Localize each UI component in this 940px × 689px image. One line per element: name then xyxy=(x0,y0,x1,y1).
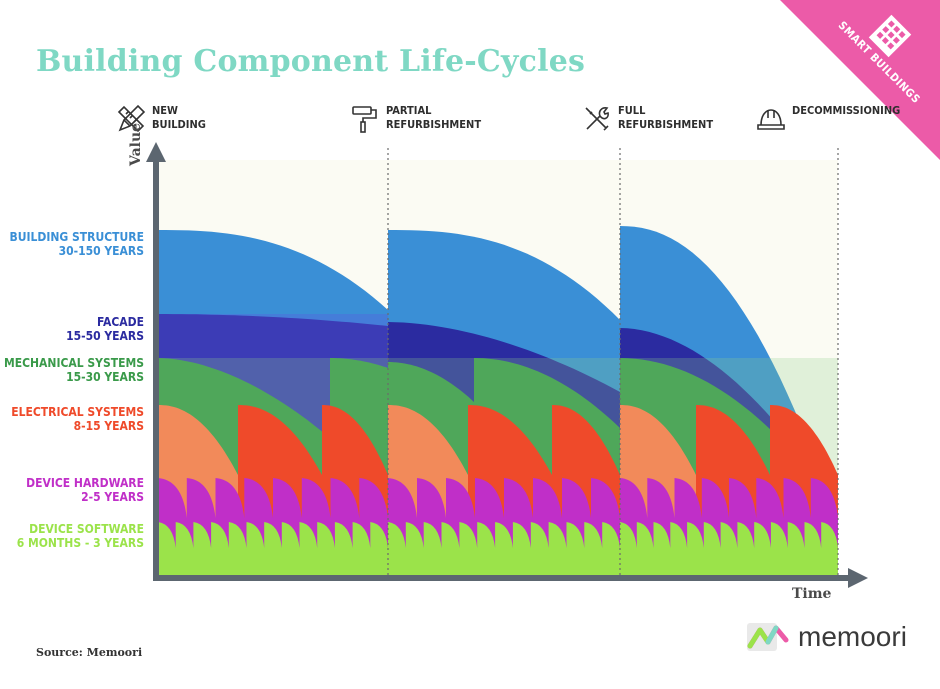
series-name: MECHANICAL SYSTEMS xyxy=(3,356,144,370)
page-title: Building Component Life-Cycles xyxy=(36,44,586,79)
memoori-logo: memoori xyxy=(746,620,907,654)
phase-label: PARTIAL REFURBISHMENT xyxy=(386,104,482,131)
area-device-software xyxy=(388,522,620,575)
smart-buildings-badge xyxy=(780,0,940,160)
series-name: FACADE xyxy=(97,315,144,329)
x-axis-arrow xyxy=(848,568,868,588)
memoori-logo-icon xyxy=(747,623,789,651)
series-lifespan: 8-15 YEARS xyxy=(73,419,144,433)
series-name: DEVICE HARDWARE xyxy=(26,476,144,490)
phase-label: DECOMMISSIONING xyxy=(792,104,901,117)
phase-decommissioning: DECOMMISSIONING xyxy=(756,104,900,134)
label-facade: FACADE 15-50 YEARS xyxy=(66,315,144,343)
label-electrical-systems: ELECTRICAL SYSTEMS 8-15 YEARS xyxy=(11,405,144,433)
label-mechanical-systems: MECHANICAL SYSTEMS 15-30 YEARS xyxy=(4,356,144,384)
y-axis-arrow xyxy=(146,142,166,162)
phase-label: FULL REFURBISHMENT xyxy=(618,104,714,131)
series-name: BUILDING STRUCTURE xyxy=(9,230,144,244)
area-device-software xyxy=(158,522,388,575)
series-lifespan: 6 MONTHS - 3 YEARS xyxy=(16,536,144,550)
area-device-software xyxy=(620,522,838,575)
y-axis-label: Value xyxy=(128,122,144,166)
paint-roller-icon xyxy=(352,106,377,133)
series-name: DEVICE SOFTWARE xyxy=(29,522,144,536)
label-building-structure: BUILDING STRUCTURE 30-150 YEARS xyxy=(10,230,144,258)
series-lifespan: 30-150 YEARS xyxy=(58,244,144,258)
hard-hat-icon xyxy=(757,109,785,130)
wrench-screwdriver-icon xyxy=(585,107,609,131)
phase-partial-refurbishment: PARTIAL REFURBISHMENT xyxy=(350,104,481,134)
series-name: ELECTRICAL SYSTEMS xyxy=(11,405,144,419)
building-icon xyxy=(868,14,912,58)
x-axis-label: Time xyxy=(792,586,832,602)
pencil-ruler-icon xyxy=(117,104,146,133)
phase-full-refurbishment: FULL REFURBISHMENT xyxy=(582,104,713,134)
logo-text: memoori xyxy=(798,621,907,652)
label-device-hardware: DEVICE HARDWARE 2-5 YEARS xyxy=(26,476,144,504)
phase-label: NEW BUILDING xyxy=(152,104,206,131)
series-lifespan: 2-5 YEARS xyxy=(81,490,144,504)
source-note: Source: Memoori xyxy=(36,646,143,659)
phase-new-building: NEW BUILDING xyxy=(116,104,206,134)
label-device-software: DEVICE SOFTWARE 6 MONTHS - 3 YEARS xyxy=(17,522,144,550)
series-lifespan: 15-30 YEARS xyxy=(66,370,144,384)
series-lifespan: 15-50 YEARS xyxy=(66,329,144,343)
